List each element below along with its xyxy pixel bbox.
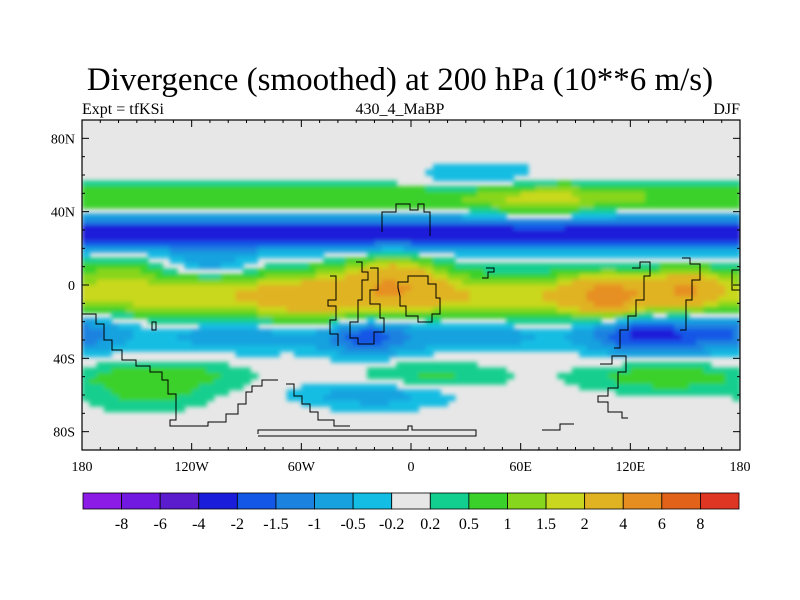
y-tick-label: 0: [68, 279, 75, 294]
subtitle-right: DJF: [713, 101, 740, 118]
colorbar-swatch: [622, 492, 663, 510]
y-tick-label: 40N: [51, 206, 75, 221]
x-tick-label: 120W: [175, 460, 210, 475]
x-axis: 180 120W 60W 0 60E 120E 180: [72, 120, 751, 475]
colorbar-swatch: [507, 492, 547, 510]
coastline-asia-east: [614, 261, 651, 349]
coastline-dateline: [731, 269, 740, 291]
divergence-field: [82, 164, 740, 413]
colorbar-swatch: [468, 492, 508, 510]
colorbar-swatch: [82, 492, 122, 510]
y-tick-label: 80S: [53, 426, 75, 441]
plot-area: [81, 119, 741, 451]
colorbar-label: 1.5: [536, 516, 556, 533]
colorbar-swatch: [198, 492, 238, 510]
x-tick-label: 120E: [616, 460, 646, 475]
colorbar-swatch: [545, 492, 586, 510]
coastline-region-south-america: [397, 275, 441, 323]
colorbar-label: -1: [308, 516, 321, 533]
y-axis: 80N 40N 0 40S 80S: [51, 132, 740, 441]
coastline-west: [327, 275, 339, 346]
colorbar-swatch: [391, 492, 431, 510]
colorbar-label: 0.5: [459, 516, 479, 533]
chart-title: Divergence (smoothed) at 200 hPa (10**6 …: [86, 62, 714, 98]
y-tick-label: 80N: [51, 132, 75, 147]
x-tick-label: 60W: [288, 460, 316, 475]
coastline-pacific-islands: [680, 257, 701, 331]
colorbar-swatch: [584, 492, 624, 510]
colorbar-label: 2: [581, 516, 589, 533]
coastline-australia: [597, 355, 628, 419]
colorbar: -8 -6 -4 -2 -1.5 -1 -0.5 -0.2 0.2 0.5 1 1.5 2 4 6 8: [82, 492, 740, 533]
x-tick-label: 180: [72, 460, 93, 475]
colorbar-swatch: [429, 492, 470, 510]
coastline-antarctic-east: [542, 423, 574, 431]
colorbar-label: 6: [658, 516, 666, 533]
colorbar-label: 8: [696, 516, 704, 533]
colorbar-swatch: [159, 492, 200, 510]
colorbar-label: -8: [115, 516, 128, 533]
coastline-antarctic: [257, 425, 477, 437]
colorbar-swatch: [121, 492, 161, 510]
coastline-outline: [82, 203, 740, 437]
colorbar-label: 1: [503, 516, 511, 533]
colorbar-label: -6: [154, 516, 167, 533]
x-tick-label: 0: [408, 460, 415, 475]
colorbar-label: 0.2: [420, 516, 440, 533]
colorbar-label: -4: [192, 516, 205, 533]
y-tick-label: 40S: [53, 352, 75, 367]
x-tick-label: 60E: [509, 460, 532, 475]
colorbar-label: -1.5: [263, 516, 288, 533]
colorbar-label: -2: [231, 516, 244, 533]
colorbar-swatch: [275, 492, 315, 510]
coastline-southern-ocean-mid: [286, 383, 350, 427]
colorbar-swatch: [661, 492, 701, 510]
colorbar-label: -0.5: [340, 516, 365, 533]
colorbar-label: 4: [619, 516, 627, 533]
coastline-islet: [151, 321, 157, 331]
coastline-africa: [349, 261, 385, 345]
subtitle-center: 430_4_MaBP: [355, 101, 445, 118]
colorbar-swatch: [352, 492, 393, 510]
coastline-island: [482, 267, 495, 279]
x-tick-label: 180: [730, 460, 751, 475]
coastline-southern-ocean-west: [82, 313, 278, 427]
colorbar-swatch: [700, 492, 740, 510]
colorbar-label: -0.2: [379, 516, 404, 533]
subtitle-left: Expt = tfKSi: [82, 101, 164, 118]
colorbar-swatch: [236, 492, 277, 510]
colorbar-swatch: [314, 492, 354, 510]
coastline-europe: [381, 203, 431, 236]
